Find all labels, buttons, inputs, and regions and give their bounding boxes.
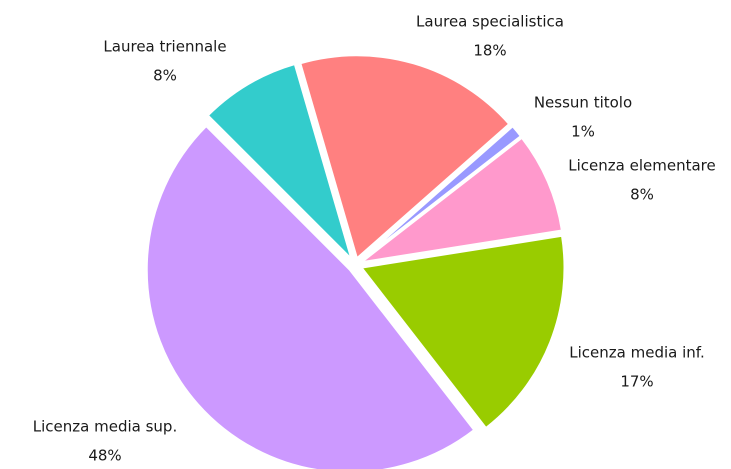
pie-slice xyxy=(206,62,353,260)
slice-value-label: 18% xyxy=(473,42,506,60)
slice-value-label: 8% xyxy=(153,67,177,85)
pie-slice xyxy=(299,54,511,261)
slice-label: Licenza media sup. xyxy=(33,418,177,436)
slice-label: Licenza media inf. xyxy=(569,344,704,362)
slice-label: Nessun titolo xyxy=(534,94,632,112)
slice-label: Laurea specialistica xyxy=(416,13,564,31)
slice-label: Licenza elementare xyxy=(568,157,715,175)
slice-value-label: 8% xyxy=(630,186,654,204)
slice-label: Laurea triennale xyxy=(103,38,226,56)
slice-value-label: 48% xyxy=(88,447,121,465)
pie-slice xyxy=(359,234,566,430)
pie-slice xyxy=(360,136,564,264)
slice-value-label: 17% xyxy=(620,373,653,391)
slice-value-label: 1% xyxy=(571,123,595,141)
pie-slice xyxy=(359,124,523,262)
pie-slice xyxy=(145,124,476,469)
